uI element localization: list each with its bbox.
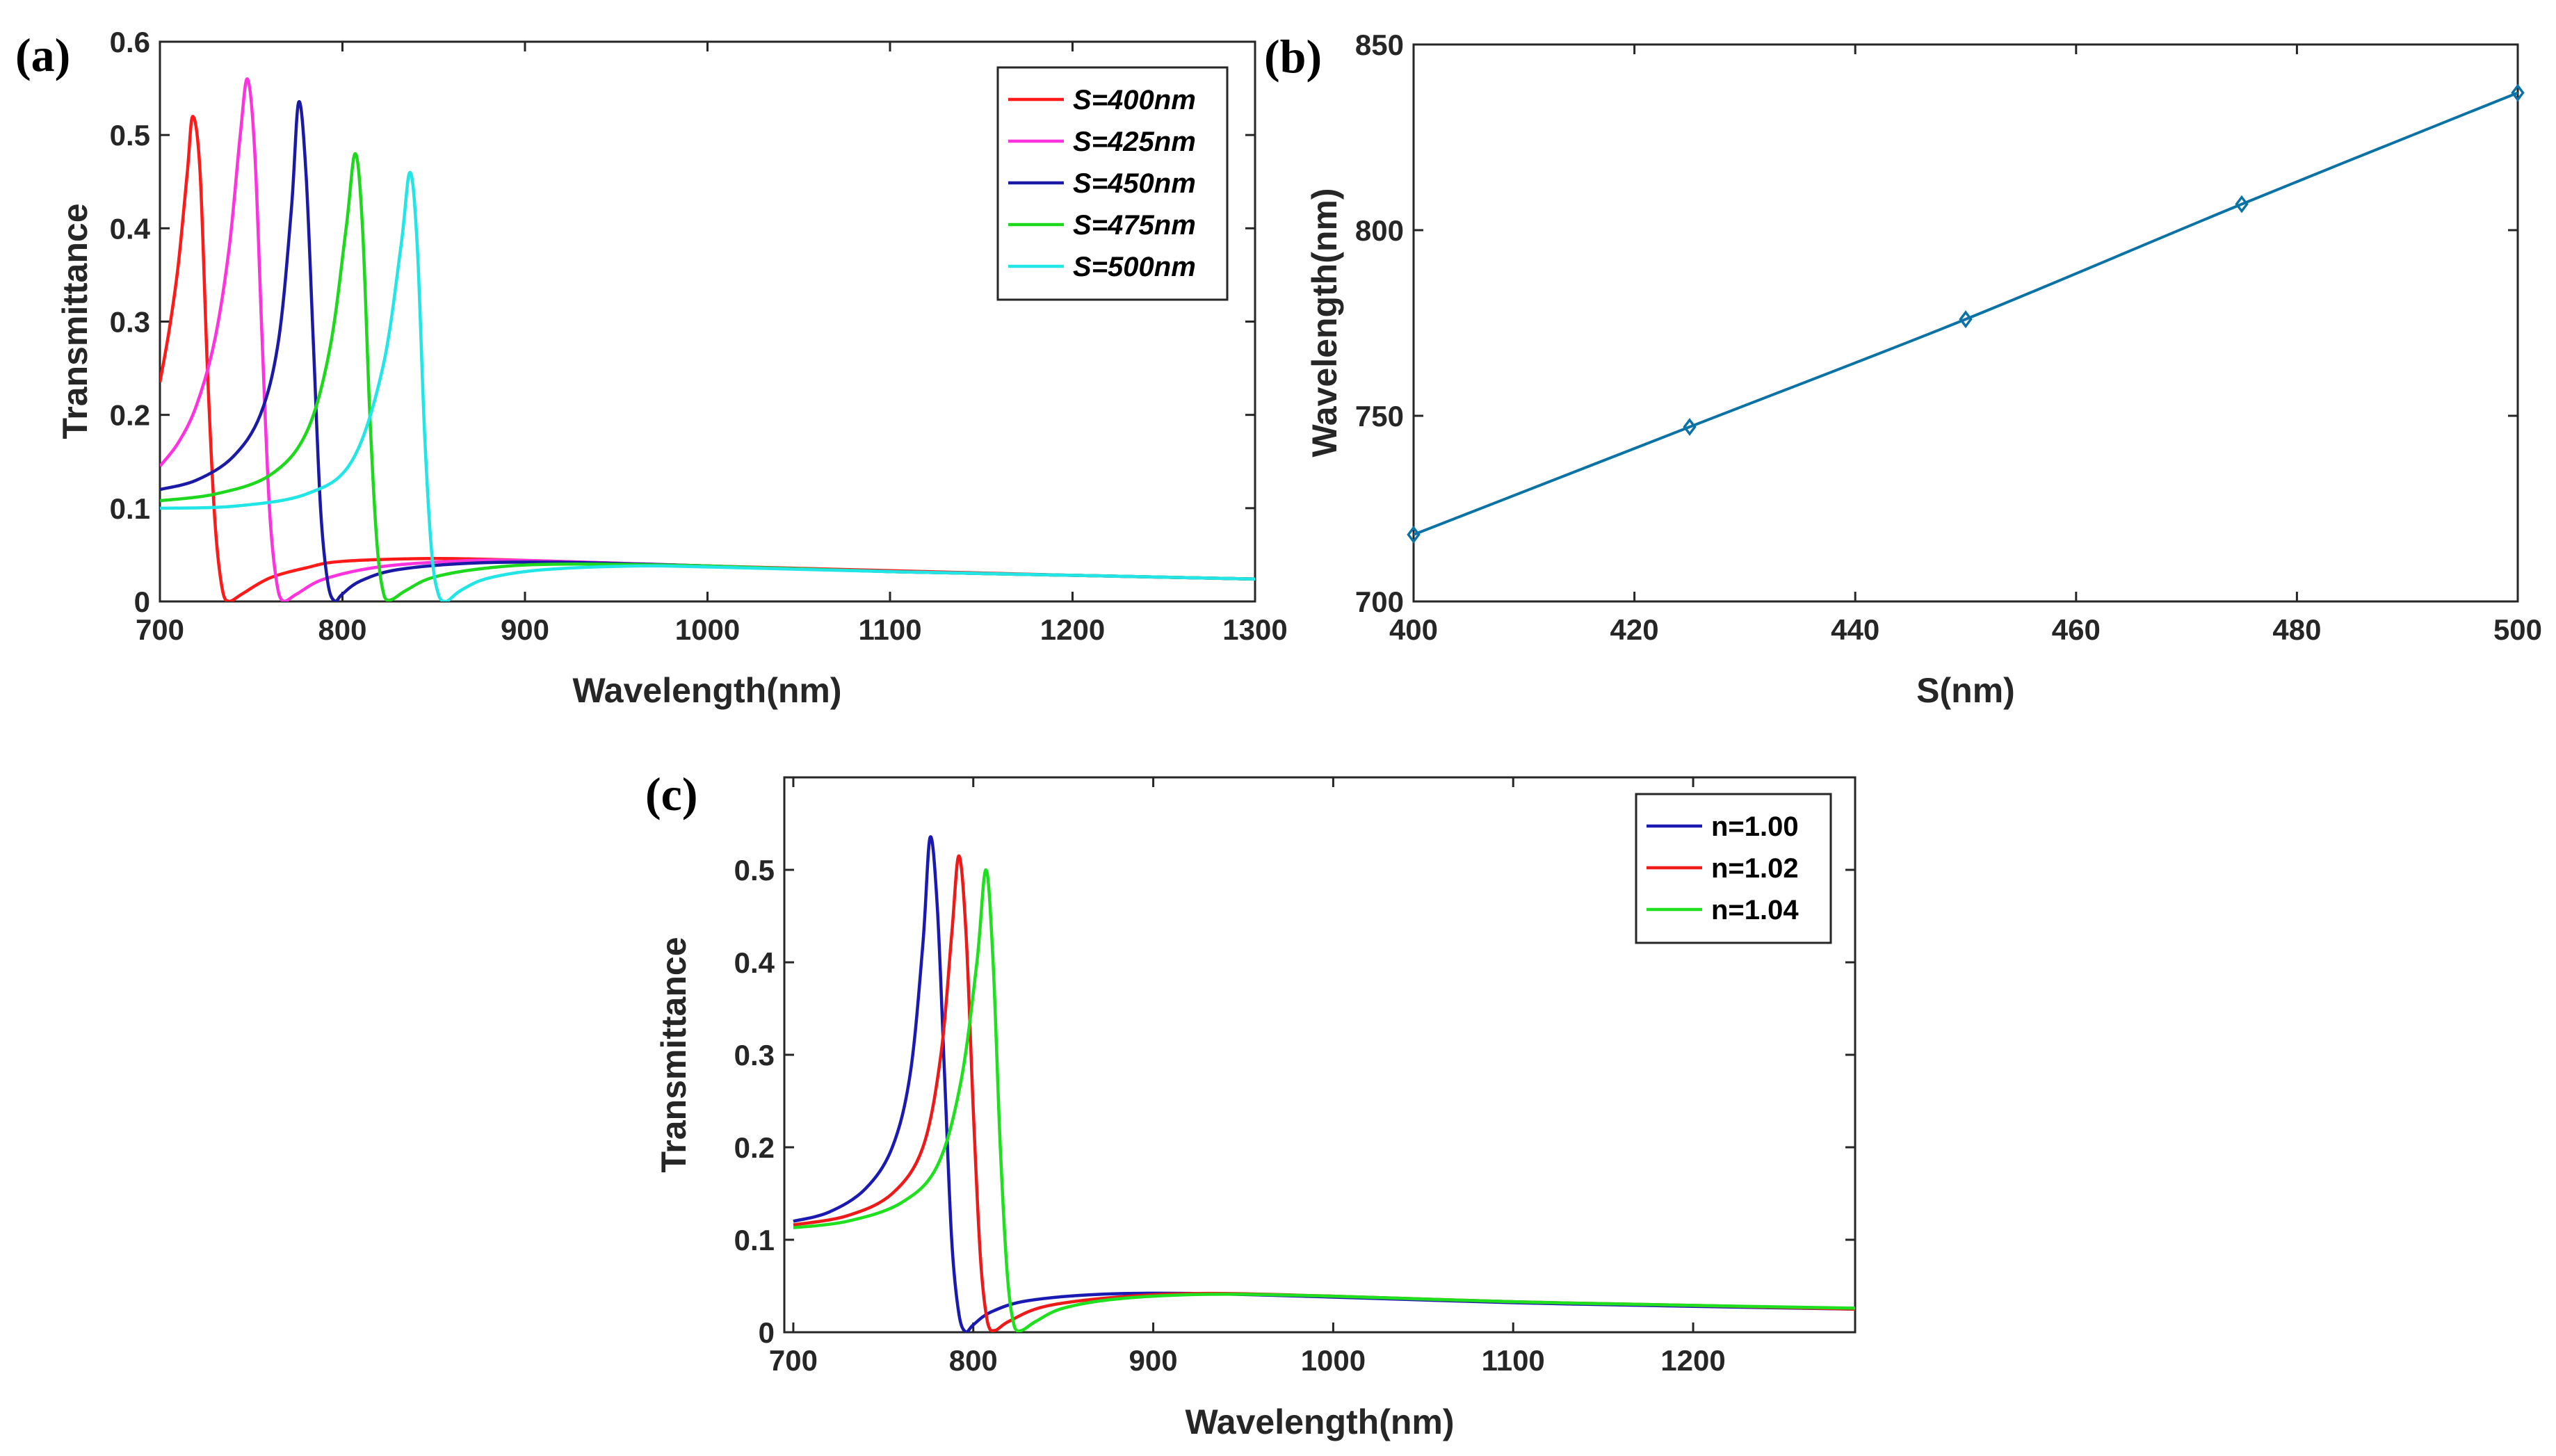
x-axis-label: Wavelength(nm) xyxy=(1185,1402,1454,1441)
panel-2: 400 420 440 460 480 500 700 750 800 850 S(nm) Wavel… xyxy=(1264,29,2542,710)
y-tick-label: 750 xyxy=(1355,400,1404,432)
legend-entry: S=475nm xyxy=(1073,210,1196,241)
x-tick-label: 1100 xyxy=(1482,1344,1545,1377)
panel-3: 700 800 900 1000 1100 1200 0 0.1 0.2 0.3 0.4 0.5 Wav… xyxy=(645,768,1857,1441)
y-tick-label: 0.2 xyxy=(734,1131,775,1164)
x-tick-label: 900 xyxy=(1129,1344,1178,1377)
x-axis-label: Wavelength(nm) xyxy=(572,671,841,710)
y-tick-label: 0.5 xyxy=(110,119,150,152)
legend-entry: S=400nm xyxy=(1073,85,1196,115)
y-tick-label: 0.6 xyxy=(110,26,150,58)
legend-entry: S=500nm xyxy=(1073,252,1196,282)
x-tick-label: 420 xyxy=(1610,613,1659,646)
x-tick-label: 400 xyxy=(1389,613,1438,646)
x-tick-label: 800 xyxy=(949,1344,998,1377)
plot-area xyxy=(1412,43,2519,603)
x-tick-label: 1000 xyxy=(675,613,740,646)
x-tick-label: 700 xyxy=(136,613,184,646)
x-tick-label: 1200 xyxy=(1660,1344,1725,1377)
panel-label: (c) xyxy=(645,768,697,820)
panel-1: 700 800 900 1000 1100 1200 1300 0 0.1 0.2 0.3 0.4 0.… xyxy=(15,26,1288,710)
y-tick-label: 0.1 xyxy=(110,492,150,525)
x-tick-label: 460 xyxy=(2052,613,2101,646)
y-tick-label: 0.5 xyxy=(734,854,775,887)
x-axis-label: S(nm) xyxy=(1916,671,2015,710)
x-tick-label: 700 xyxy=(769,1344,818,1377)
data-point-4 xyxy=(2511,83,2525,102)
data-point-1 xyxy=(1683,418,1697,436)
legend-entry: n=1.04 xyxy=(1711,895,1799,925)
y-tick-label: 0.2 xyxy=(110,399,150,432)
x-tick-label: 480 xyxy=(2272,613,2321,646)
x-tick-label: 1000 xyxy=(1301,1344,1366,1377)
y-tick-label: 0.3 xyxy=(734,1039,775,1071)
y-tick-label: 700 xyxy=(1355,585,1404,618)
legend-entry: n=1.02 xyxy=(1711,853,1799,884)
legend-entry: S=450nm xyxy=(1073,168,1196,199)
legend: n=1.00 n=1.02 n=1.04 xyxy=(1635,793,1832,944)
series-group xyxy=(160,77,1255,601)
x-tick-label: 800 xyxy=(318,613,366,646)
y-tick-label: 0.1 xyxy=(734,1224,775,1256)
data-point-2 xyxy=(1959,310,1973,329)
series-group xyxy=(793,835,1855,1332)
legend-entry: n=1.00 xyxy=(1711,811,1799,842)
data-point-3 xyxy=(2235,195,2249,213)
x-tick-label: 1300 xyxy=(1222,613,1287,646)
x-tick-label: 1200 xyxy=(1040,613,1105,646)
legend: S=400nm S=425nm S=450nm S=475nm S=500nm xyxy=(996,66,1229,301)
y-axis-label: Transmittance xyxy=(654,937,693,1172)
x-tick-label: 440 xyxy=(1831,613,1879,646)
legend-entry: S=425nm xyxy=(1073,127,1196,157)
panel-label: (a) xyxy=(15,29,70,81)
data-point-0 xyxy=(1407,525,1421,544)
panel-label: (b) xyxy=(1264,30,1322,83)
y-tick-label: 0.4 xyxy=(110,212,151,245)
x-tick-label: 900 xyxy=(501,613,549,646)
y-tick-label: 0 xyxy=(134,585,150,618)
x-tick-label: 1100 xyxy=(858,613,921,646)
y-tick-label: 800 xyxy=(1355,214,1404,247)
y-tick-label: 0.3 xyxy=(110,306,150,339)
y-axis-label: Wavelength(nm) xyxy=(1305,188,1344,457)
y-tick-label: 0.4 xyxy=(734,946,775,979)
y-tick-label: 850 xyxy=(1355,29,1404,61)
x-tick-label: 500 xyxy=(2493,613,2542,646)
series-line-Wavelength xyxy=(1414,91,2518,536)
y-axis-label: Transmittance xyxy=(56,203,95,439)
series-line-S=500nm xyxy=(160,170,1255,601)
y-tick-label: 0 xyxy=(759,1316,775,1349)
series-group xyxy=(1414,91,2518,536)
series-line-n=1.04 xyxy=(793,868,1855,1332)
